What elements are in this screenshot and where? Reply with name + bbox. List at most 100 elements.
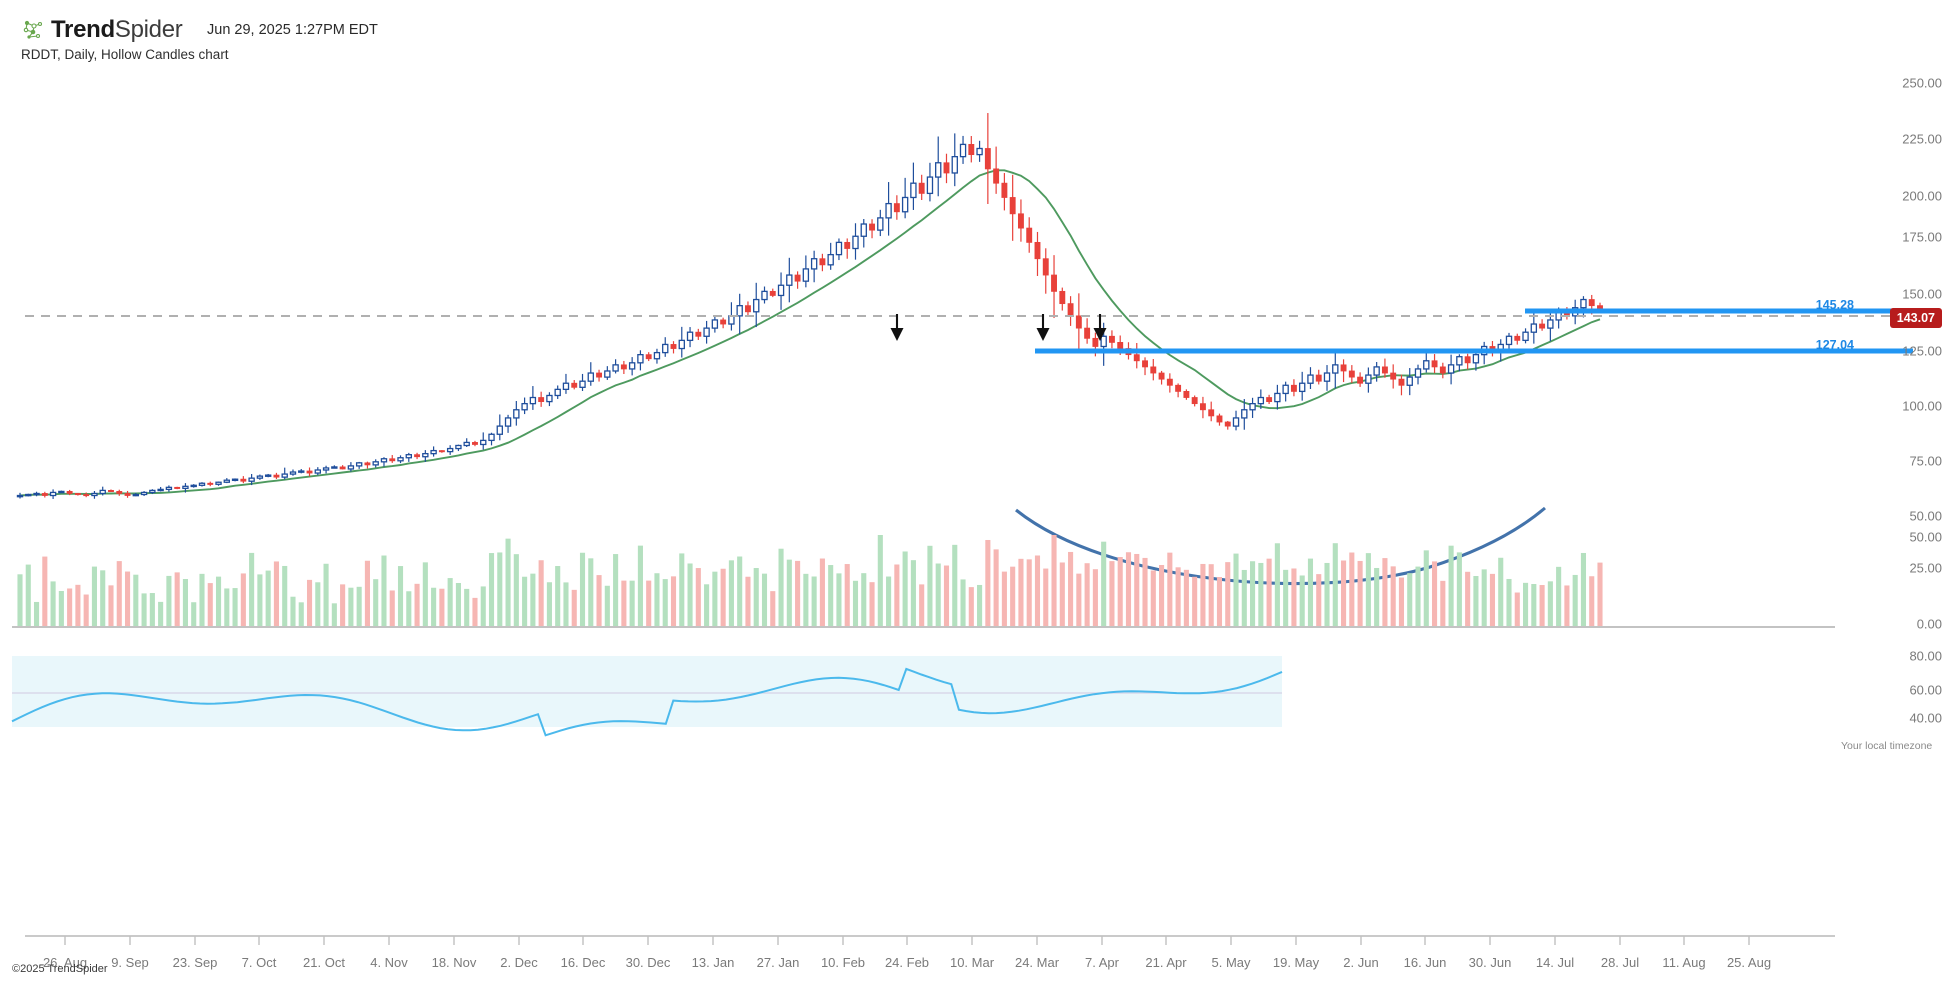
volume-bar <box>67 588 73 627</box>
volume-bar <box>1307 558 1314 627</box>
date-axis-tick-label: 14. Jul <box>1535 955 1575 970</box>
volume-bar <box>1299 575 1305 627</box>
candle-body <box>165 486 173 491</box>
candle-body <box>215 481 222 485</box>
candle-body <box>860 223 867 237</box>
candle-body <box>703 327 710 337</box>
date-axis-tick-label: 23. Sep <box>172 955 218 970</box>
volume-bar <box>1473 576 1479 627</box>
volume-bar <box>1547 581 1553 627</box>
candle-body <box>1216 415 1223 423</box>
candle-body <box>538 397 545 403</box>
volume-bar <box>1564 585 1570 627</box>
candle-body <box>314 469 322 474</box>
volume-bar <box>348 587 354 627</box>
candle-body <box>1456 356 1463 366</box>
volume-bar <box>1018 558 1024 627</box>
candle-body <box>124 493 131 496</box>
candle-body <box>1472 354 1480 364</box>
candle-body <box>1547 319 1554 329</box>
candle-body <box>91 492 98 497</box>
volume-bar <box>298 602 304 627</box>
candle-body <box>935 162 942 178</box>
candle-body <box>157 488 164 492</box>
volume-bar <box>819 558 825 627</box>
candle-body <box>612 364 619 372</box>
candle-body <box>1009 197 1016 215</box>
volume-axis-tick-label: 0.00 <box>1916 616 1942 632</box>
candle-body <box>1158 372 1165 380</box>
volume-bar <box>182 579 188 627</box>
volume-bar <box>1101 541 1107 627</box>
date-axis-tick-label: 21. Apr <box>1145 955 1187 970</box>
candle-body <box>207 482 214 485</box>
candle-body <box>1241 409 1248 419</box>
candle-body <box>273 474 280 478</box>
price-axis-tick-label: 125.00 <box>1902 343 1942 359</box>
resistance-price-tag[interactable]: 145.28 <box>1815 298 1854 312</box>
candle-body <box>1249 402 1256 411</box>
candle-body <box>620 364 627 370</box>
candle-body <box>1373 366 1380 376</box>
brand-name: TrendSpider <box>51 17 183 43</box>
candle-body <box>1034 241 1041 260</box>
support-price-tag[interactable]: 127.04 <box>1815 338 1854 352</box>
candle-body <box>339 466 346 470</box>
last-price-badge[interactable]: 143.07 <box>1889 308 1942 328</box>
volume-bar <box>1117 557 1123 627</box>
volume-bar <box>191 602 197 627</box>
candle-body <box>16 494 24 498</box>
candle-body <box>472 442 478 445</box>
down-arrow-marker[interactable] <box>1093 314 1107 341</box>
date-axis-tick-label: 10. Mar <box>949 955 995 970</box>
price-axis-tick-label: 100.00 <box>1902 398 1942 414</box>
candle-body <box>1282 384 1289 395</box>
volume-bar <box>290 596 296 627</box>
candle-body <box>1026 227 1033 243</box>
candle-body <box>496 425 503 435</box>
volume-bar <box>687 563 693 627</box>
candle-body <box>976 147 983 156</box>
volume-bar <box>960 579 966 627</box>
candle-body <box>281 473 288 478</box>
volume-bar <box>1266 558 1272 627</box>
candle-body <box>885 202 892 219</box>
candle-body <box>108 490 114 493</box>
volume-bar <box>745 576 751 627</box>
volume-bar <box>555 566 561 627</box>
volume-bar <box>1208 564 1214 627</box>
volume-bar <box>340 584 346 627</box>
candle-body <box>1266 397 1273 403</box>
volume-bar <box>364 560 370 627</box>
down-arrow-marker[interactable] <box>1036 314 1050 341</box>
candle-body <box>1191 397 1198 405</box>
candle-body <box>83 494 90 497</box>
candle-body <box>562 382 570 391</box>
volume-bar <box>1382 558 1388 627</box>
down-arrow-marker[interactable] <box>890 314 904 341</box>
volume-bar <box>1365 553 1371 627</box>
volume-bar <box>439 588 445 627</box>
volume-bar <box>257 574 263 627</box>
candle-body <box>1522 331 1529 342</box>
candle-body <box>653 351 661 360</box>
candle-body <box>745 305 751 313</box>
volume-bar <box>1134 553 1140 627</box>
volume-bar <box>1597 562 1603 627</box>
volume-bar <box>869 582 875 627</box>
candle-body <box>1100 335 1107 348</box>
date-axis-tick-label: 18. Nov <box>431 955 477 970</box>
volume-bar <box>133 574 139 627</box>
candle-body <box>893 203 900 213</box>
chart-subtitle: RDDT, Daily, Hollow Candles chart <box>21 47 229 62</box>
volume-bar <box>1150 570 1156 627</box>
candle-body <box>596 372 603 378</box>
candle-body <box>984 148 991 170</box>
candle-body <box>1150 366 1157 374</box>
volume-bar <box>563 582 569 627</box>
candle-body <box>223 479 231 483</box>
volume-bar <box>836 573 842 627</box>
candle-body <box>1431 360 1438 368</box>
volume-bar <box>712 571 718 627</box>
